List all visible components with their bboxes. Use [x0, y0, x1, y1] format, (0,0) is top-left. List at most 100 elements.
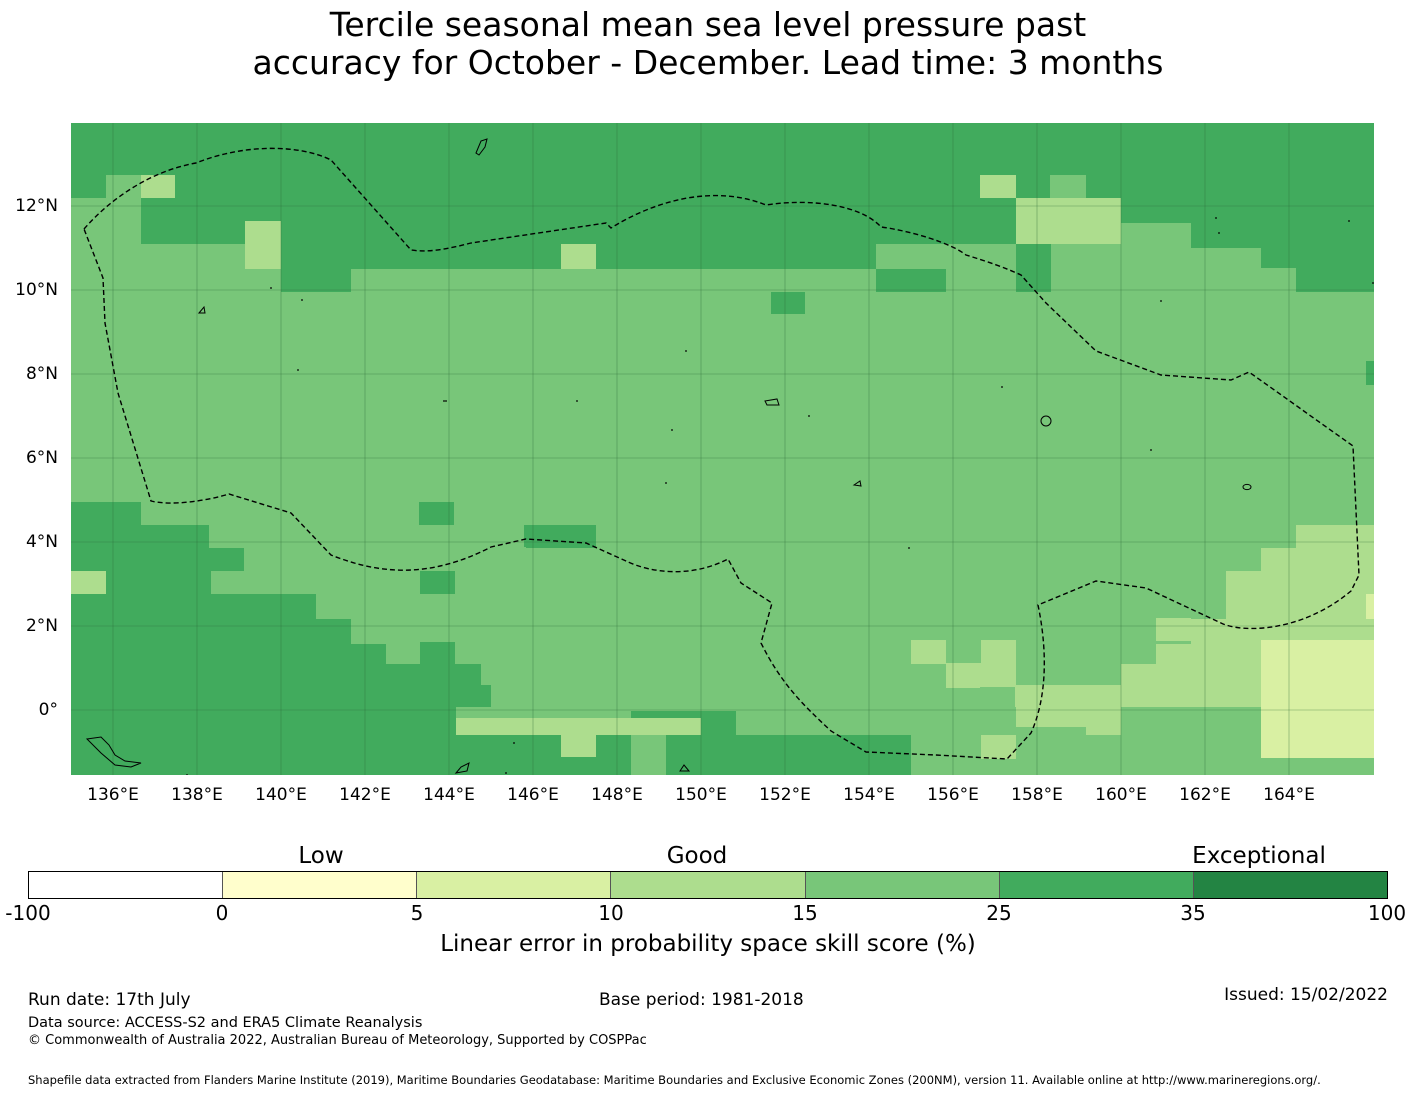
grid-cell-high: [71, 644, 386, 664]
lon-tick-162: 162°E: [1179, 785, 1231, 805]
grid-cell-high: [71, 619, 351, 644]
grid-cell-mid: [981, 175, 1016, 198]
grid-cell-mid: [456, 718, 701, 735]
lon-tick-156: 156°E: [927, 785, 979, 805]
lat-tick-0: 0°: [38, 700, 58, 720]
islet-dot: [665, 482, 667, 484]
map-title-line-2: accuracy for October - December. Lead ti…: [252, 43, 1164, 82]
grid-cell-high: [1366, 361, 1374, 385]
map-title-line-1: Tercile seasonal mean sea level pressure…: [329, 5, 1087, 44]
lat-tick-8n: 8°N: [25, 364, 58, 384]
grid-cell-high: [71, 175, 106, 198]
grid-cell-high: [1296, 268, 1374, 292]
grid-cell-mid: [946, 663, 1016, 687]
island-outline: [852, 480, 862, 487]
grid-cell-high: [666, 735, 911, 775]
islet-dot: [443, 400, 445, 402]
colorbar-segment-15-25: [805, 872, 1000, 898]
grid-cell-mid: [1051, 685, 1086, 707]
lon-tick-140: 140°E: [255, 785, 307, 805]
lon-tick-154: 154°E: [843, 785, 895, 805]
legend-category-exceptional: Exceptional: [1192, 843, 1326, 869]
islet-dot: [1218, 232, 1220, 234]
grid-cell-mid: [245, 221, 281, 269]
data-source: Data source: ACCESS-S2 and ERA5 Climate …: [28, 1015, 423, 1031]
island-outline: [1040, 415, 1052, 427]
grid-cell-high: [771, 292, 805, 314]
islet-dot: [297, 369, 299, 371]
grid-cell-high: [279, 198, 1051, 244]
islet-dot: [445, 400, 447, 402]
grid-cell-high: [876, 269, 946, 292]
grid-cell-mid: [1156, 618, 1191, 641]
lat-tick-2n: 2°N: [25, 616, 58, 636]
colorbar-segment-10-15: [611, 872, 806, 898]
grid-cell-high: [71, 525, 209, 571]
colorbar-tick-0: 0: [215, 901, 229, 925]
eez-boundary: [83, 147, 1360, 760]
lat-tick-12n: 12°N: [15, 196, 58, 216]
grid-cell-high: [1121, 198, 1374, 223]
grid-cell-mid: [1296, 525, 1374, 548]
grid-cell-mid: [71, 571, 106, 594]
grid-cell-mid: [1226, 596, 1374, 619]
islet-dot: [301, 299, 303, 301]
grid-cell-high: [281, 244, 316, 269]
island-outline: [1242, 483, 1252, 491]
grid-cell-mid: [141, 175, 175, 198]
grid-cell-high: [419, 502, 454, 525]
islet-dot: [1372, 282, 1374, 284]
grid-cell-high: [421, 685, 491, 707]
colorbar-tick-25: 25: [986, 901, 1012, 925]
islet-dot: [1348, 220, 1350, 222]
grid-cell-mid: [561, 244, 596, 269]
colorbar: [28, 871, 1388, 899]
legend-category-good: Good: [666, 843, 728, 869]
lon-tick-160: 160°E: [1095, 785, 1147, 805]
lat-tick-10n: 10°N: [15, 280, 58, 300]
grid-cell-high: [316, 244, 596, 269]
grid-cell-mid: [1016, 707, 1086, 727]
shapefile-credit: Shapefile data extracted from Flanders M…: [28, 1073, 1321, 1087]
run-date: Run date: 17th July: [28, 990, 191, 1010]
grid-cell-high: [1086, 175, 1374, 198]
colorbar-tick-35: 35: [1180, 901, 1206, 925]
grid-cell-mid: [561, 735, 596, 757]
island-outline: [475, 138, 488, 156]
islet-dot: [1001, 386, 1003, 388]
islet-dot: [671, 429, 673, 431]
grid-cell-high: [71, 685, 456, 707]
grid-cell-high: [1016, 244, 1051, 292]
colorbar-tick-5: 5: [410, 901, 424, 925]
island-outline: [197, 305, 206, 314]
lon-tick-152: 152°E: [759, 785, 811, 805]
issued-date: Issued: 15/02/2022: [1224, 985, 1388, 1005]
grid-cell-high: [141, 198, 175, 244]
grid-cell-high: [71, 664, 456, 685]
colorbar-label: Linear error in probability space skill …: [440, 931, 976, 957]
islet-dot: [1160, 300, 1162, 302]
grid-cell-mid: [1226, 571, 1374, 596]
lon-tick-148: 148°E: [591, 785, 643, 805]
lon-tick-144: 144°E: [423, 785, 475, 805]
colorbar-tick-10: 10: [598, 901, 624, 925]
grid-cell-high: [1261, 248, 1374, 268]
colorbar-segment-5-10: [417, 872, 612, 898]
grid-cell-high: [71, 707, 456, 727]
islet-dot: [808, 415, 810, 417]
island-outline: [85, 736, 142, 768]
colorbar-tick-100: 100: [1367, 901, 1407, 925]
grid-cell-high: [175, 221, 245, 244]
grid-cell-mid: [1016, 198, 1121, 244]
grid-cell-high: [175, 175, 1050, 198]
lat-tick-4n: 4°N: [25, 532, 58, 552]
grid-cell-mid: [911, 640, 946, 664]
grid-cell-mid: [1086, 707, 1121, 735]
islet-dot: [513, 742, 515, 744]
grid-cell-high: [71, 502, 141, 525]
grid-cell-high: [456, 664, 481, 688]
lon-tick-142: 142°E: [339, 785, 391, 805]
grid-cell-high: [175, 198, 279, 221]
islet-dot: [505, 772, 507, 774]
colorbar-tick-15: 15: [792, 901, 818, 925]
